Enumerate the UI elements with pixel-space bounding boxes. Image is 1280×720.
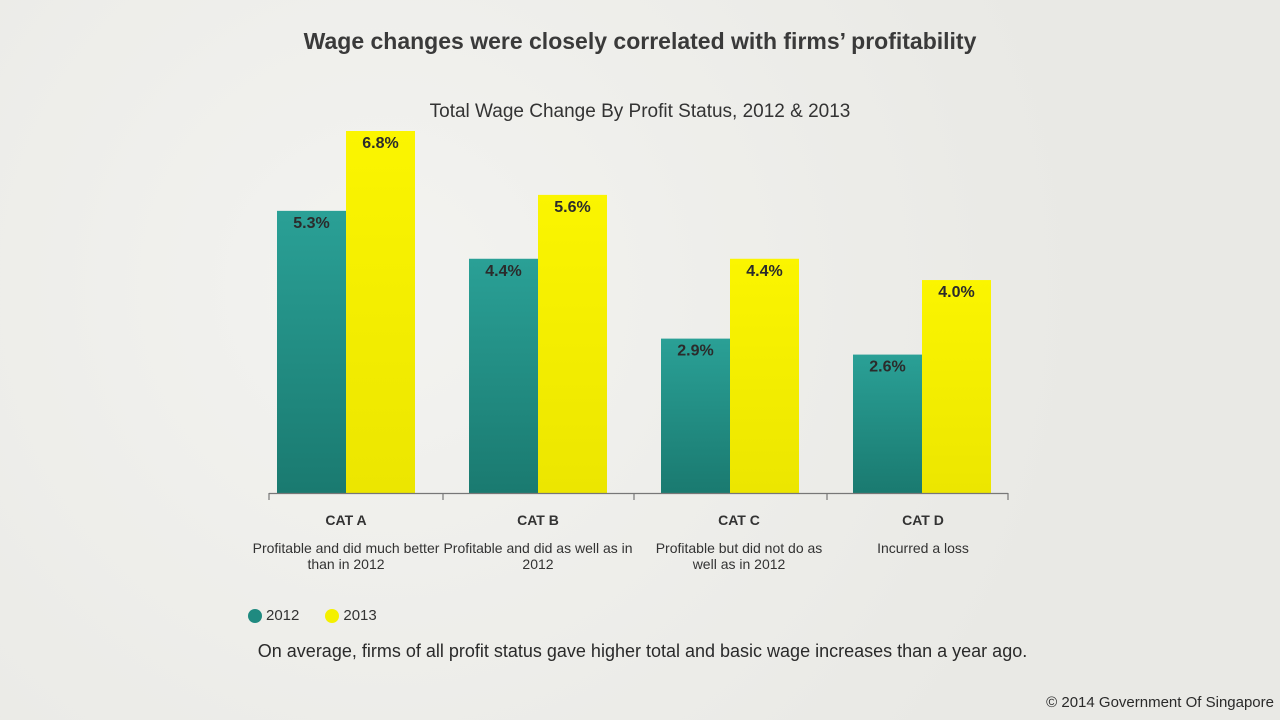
page-headline: Wage changes were closely correlated wit… <box>303 28 977 54</box>
summary-note: On average, firms of all profit status g… <box>257 641 1028 661</box>
chart-legend: 2012 2013 <box>248 607 377 624</box>
bar-cat-b-2012 <box>469 258 538 493</box>
bar-cat-a-2012 <box>277 210 346 493</box>
category-name: CAT C <box>718 512 760 528</box>
data-label: 4.0% <box>938 284 974 301</box>
category-name: CAT D <box>902 512 944 528</box>
bar-group: 5.3% 6.8% 4.4% 5.6% 2.9% 4.4% 2.6% 4.0% <box>277 131 991 493</box>
category-description: Profitable and did as well as in 2012 <box>443 540 633 572</box>
category-name: CAT A <box>325 512 367 528</box>
bar-cat-c-2012 <box>661 338 730 493</box>
category-label-cat-c: CAT C Profitable but did not do as well … <box>644 512 834 572</box>
data-label: 4.4% <box>746 263 782 280</box>
bar-cat-d-2012 <box>853 354 922 493</box>
legend-item-2012: 2012 <box>248 607 299 624</box>
category-description: Incurred a loss <box>877 540 969 556</box>
legend-item-2013: 2013 <box>325 607 377 624</box>
legend-label: 2012 <box>266 607 300 624</box>
bar-cat-d-2013 <box>922 280 991 493</box>
data-label: 6.8% <box>362 135 398 152</box>
legend-label: 2013 <box>343 607 377 624</box>
data-label: 5.6% <box>554 199 590 216</box>
bar-chart: 5.3% 6.8% 4.4% 5.6% 2.9% 4.4% 2.6% 4.0% <box>268 131 1009 500</box>
chart-title: Total Wage Change By Profit Status, 2012… <box>429 101 851 122</box>
category-label-cat-b: CAT B Profitable and did as well as in 2… <box>443 512 633 572</box>
bar-cat-c-2013 <box>730 258 799 493</box>
legend-swatch-yellow <box>325 608 340 623</box>
category-label-cat-a: CAT A Profitable and did much better tha… <box>251 512 441 572</box>
data-label: 2.6% <box>869 359 905 376</box>
bar-cat-b-2013 <box>538 194 607 493</box>
data-label: 2.9% <box>677 343 713 360</box>
x-axis <box>268 492 1009 500</box>
category-description: Profitable and did much better than in 2… <box>252 540 440 572</box>
category-description: Profitable but did not do as well as in … <box>655 540 823 572</box>
data-label: 5.3% <box>293 215 329 232</box>
category-label-cat-d: CAT D Incurred a loss <box>828 512 1018 556</box>
bar-cat-a-2013 <box>346 131 415 493</box>
legend-swatch-teal <box>248 608 262 623</box>
category-name: CAT B <box>517 512 559 528</box>
data-label: 4.4% <box>485 263 521 280</box>
copyright-notice: © 2014 Government Of Singapore <box>1046 694 1274 711</box>
